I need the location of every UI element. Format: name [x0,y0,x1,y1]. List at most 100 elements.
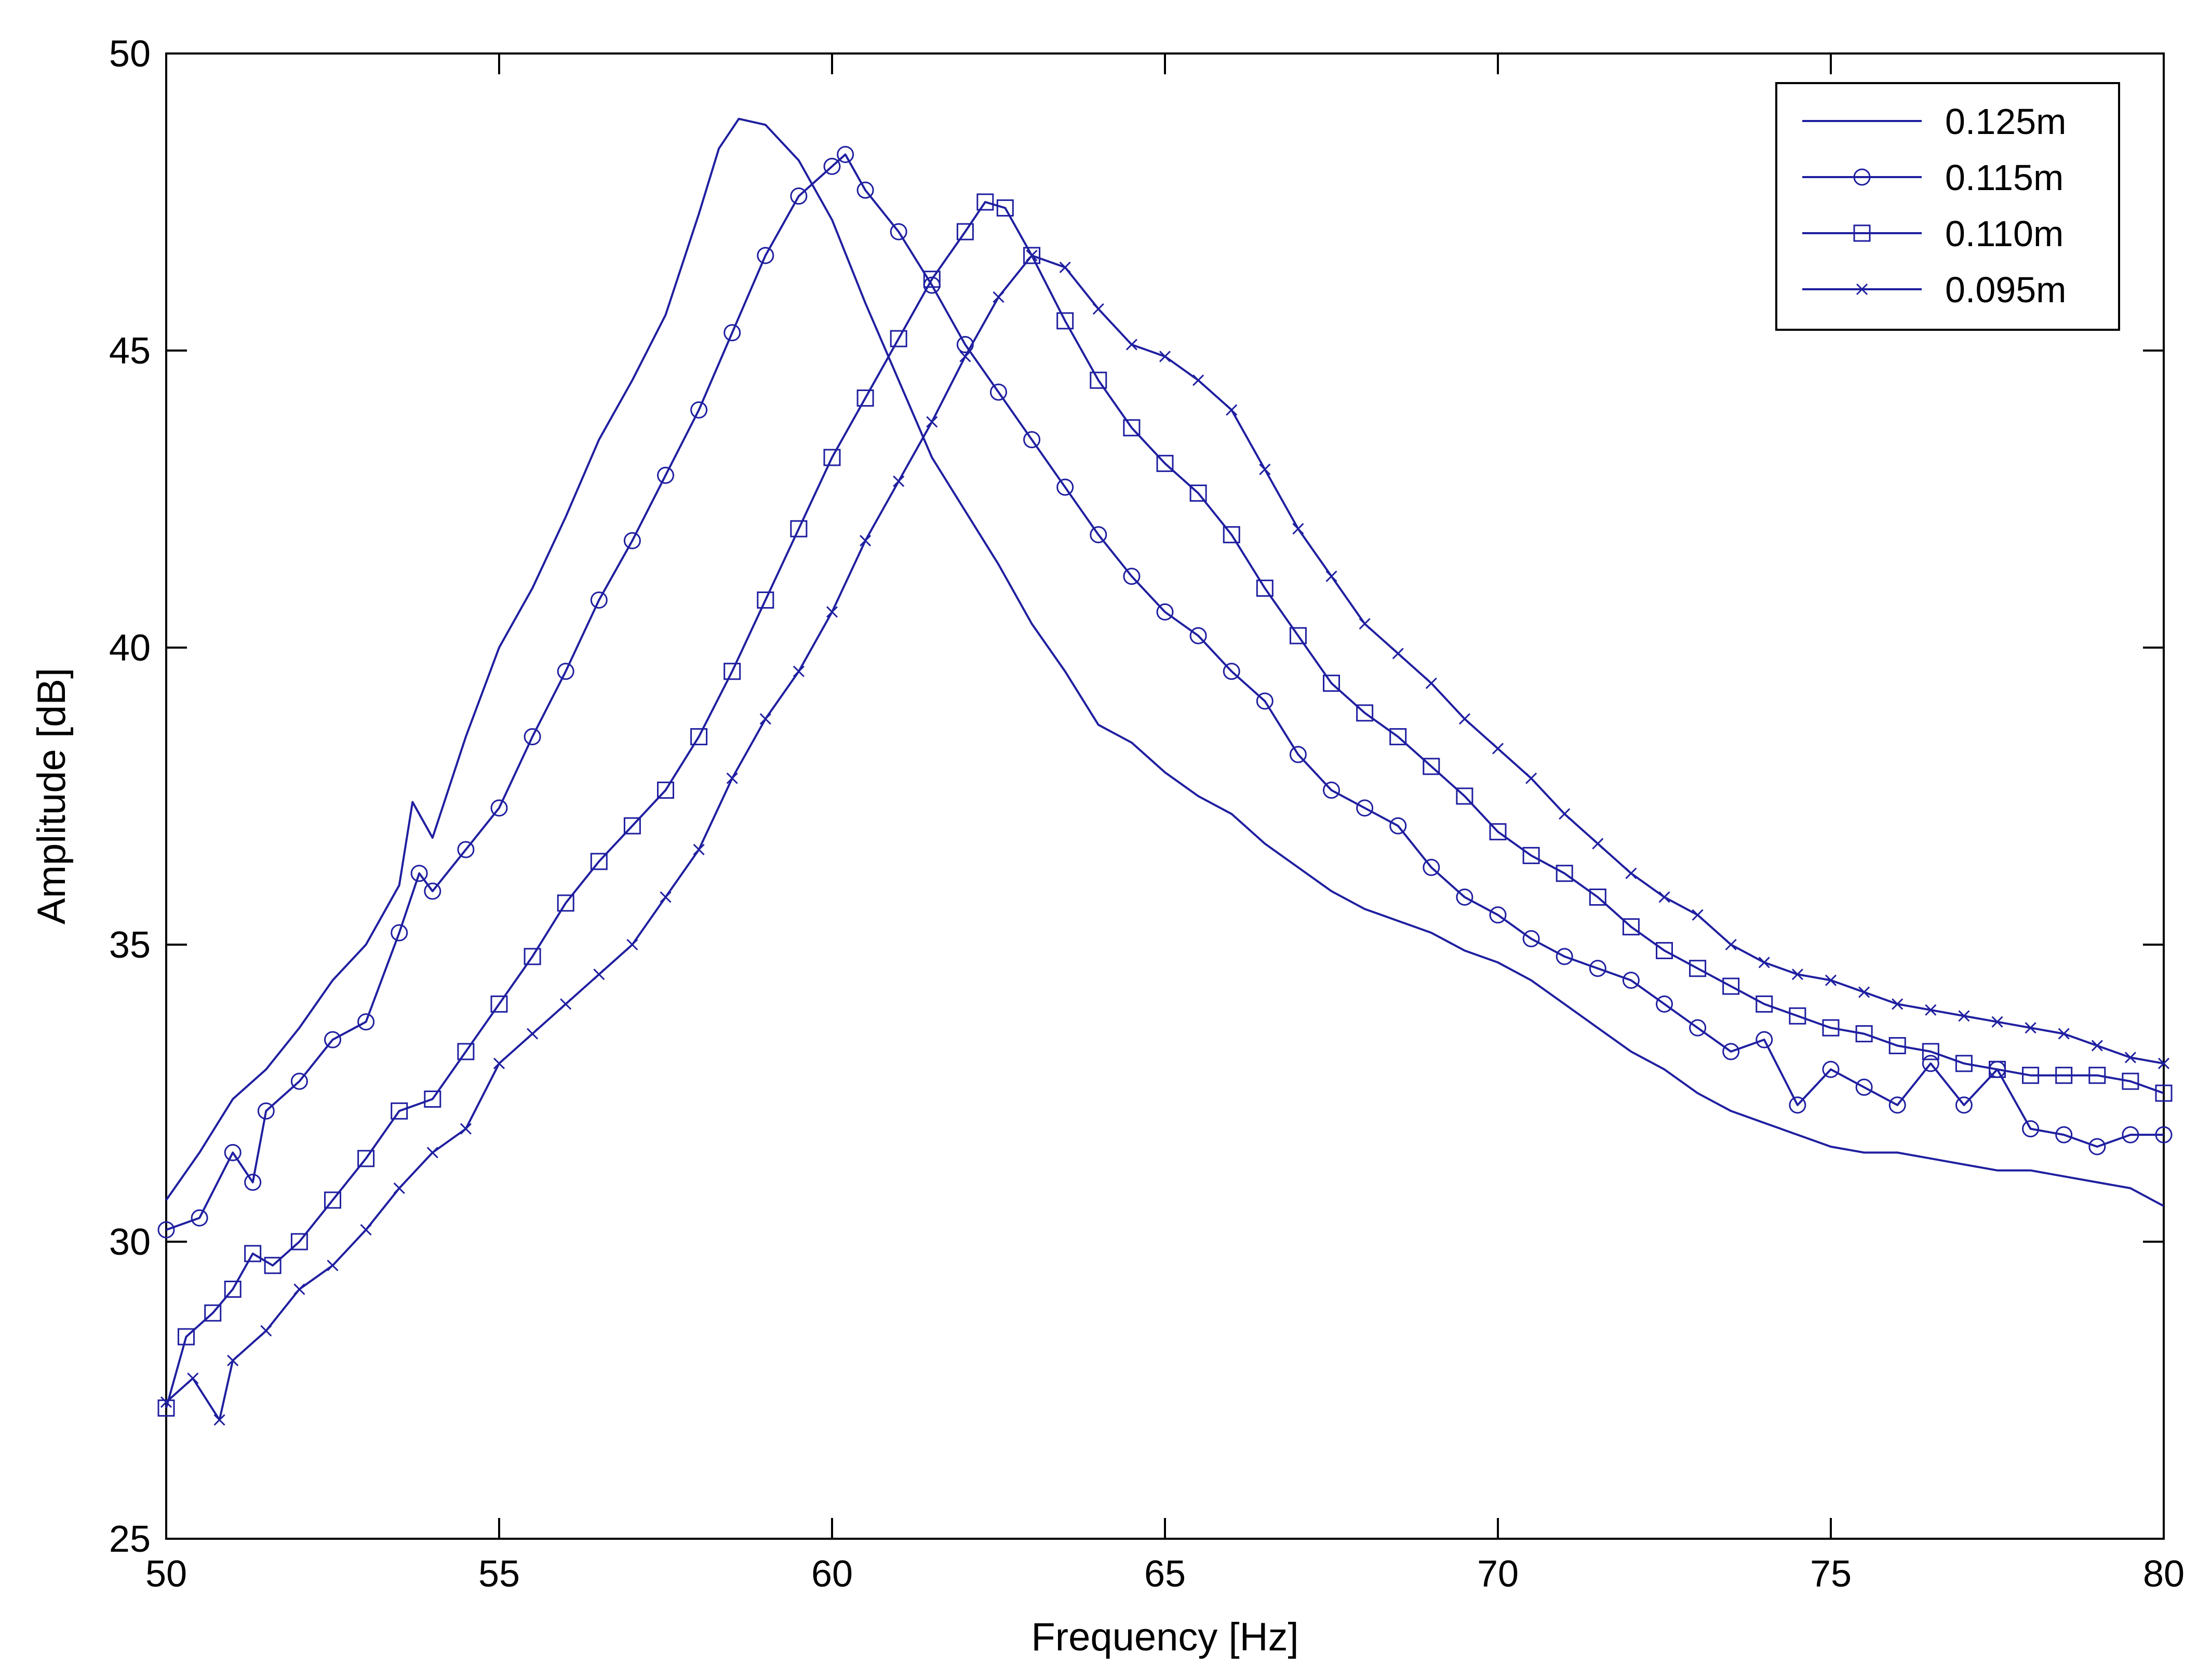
marker-circle-0.115m [1689,1019,1707,1037]
y-tick-label: 35 [109,924,151,966]
marker-x-0.095m [860,535,872,547]
marker-square-0.110m [1589,888,1606,906]
marker-x-0.095m [593,969,605,980]
marker-square-0.110m [1853,224,1871,242]
marker-circle-0.115m [1622,972,1640,989]
legend-label: 0.115m [1945,157,2063,198]
marker-x-0.095m [1092,303,1104,315]
marker-square-0.110m [2022,1067,2040,1084]
marker-circle-0.115m [1855,1079,1873,1096]
marker-x-0.095m [1658,891,1670,903]
marker-x-0.095m [1625,867,1637,879]
marker-x-0.095m [793,665,805,677]
series-0.125m [165,117,2164,1207]
marker-x-0.095m [1958,1010,1970,1022]
marker-circle-0.115m [290,1072,308,1090]
marker-x-0.095m [1492,743,1504,755]
marker-x-0.095m [160,1396,172,1408]
marker-square-0.110m [204,1304,222,1322]
marker-circle-0.115m [1556,948,1573,965]
marker-x-0.095m [1226,404,1238,416]
y-tick-label: 45 [109,330,151,372]
marker-square-0.110m [1423,758,1440,775]
marker-circle-0.115m [224,1144,242,1161]
marker-x-0.095m [926,416,938,428]
marker-square-0.110m [1689,960,1707,977]
marker-circle-0.115m [1822,1060,1840,1078]
x-tick-label: 65 [1144,1553,1186,1595]
marker-square-0.110m [2122,1072,2139,1090]
marker-circle-0.115m [391,924,408,942]
marker-circle-0.115m [623,532,641,549]
marker-circle-0.115m [1756,1031,1773,1049]
marker-circle-0.115m [757,247,774,264]
marker-square-0.110m [2155,1084,2173,1102]
marker-x-0.095m [560,998,572,1010]
marker-x-0.095m [726,772,738,784]
marker-x-0.095m [187,1373,199,1385]
marker-circle-0.115m [1223,663,1240,680]
marker-x-0.095m [360,1224,372,1236]
marker-circle-0.115m [590,591,608,609]
marker-x-0.095m [1458,713,1470,725]
legend-item-0.115m: 0.115m [1802,157,2063,198]
marker-square-0.110m [790,520,808,537]
marker-circle-0.115m [990,383,1007,401]
marker-x-0.095m [493,1057,505,1069]
marker-circle-0.115m [823,157,841,175]
marker-circle-0.115m [157,1221,175,1239]
marker-square-0.110m [1955,1055,1973,1072]
marker-x-0.095m [1059,261,1071,273]
marker-x-0.095m [2158,1057,2170,1069]
marker-x-0.095m [1892,998,1904,1010]
marker-circle-0.115m [1323,782,1340,799]
marker-circle-0.115m [524,728,541,746]
marker-x-0.095m [527,1028,539,1040]
marker-square-0.110m [757,591,774,609]
marker-circle-0.115m [856,181,874,199]
marker-circle-0.115m [1356,799,1374,817]
marker-circle-0.115m [1289,746,1307,763]
marker-x-0.095m [660,891,672,903]
marker-square-0.110m [657,782,674,799]
marker-square-0.110m [1189,485,1207,502]
marker-circle-0.115m [1888,1096,1906,1114]
marker-x-0.095m [1725,938,1737,951]
marker-square-0.110m [1223,526,1240,544]
marker-square-0.110m [976,193,994,211]
marker-square-0.110m [391,1102,408,1120]
marker-square-0.110m [1289,627,1307,644]
marker-square-0.110m [723,663,741,680]
marker-circle-0.115m [1123,568,1141,585]
marker-square-0.110m [1456,787,1473,805]
marker-x-0.095m [826,606,838,618]
marker-square-0.110m [1356,704,1374,722]
marker-square-0.110m [690,728,708,746]
marker-square-0.110m [1323,675,1340,692]
marker-x-0.095m [2091,1040,2103,1052]
marker-circle-0.115m [1456,888,1473,906]
marker-circle-0.115m [557,663,574,680]
marker-square-0.110m [224,1281,242,1298]
marker-circle-0.115m [191,1209,208,1227]
marker-circle-0.115m [244,1174,262,1191]
series-line-0.125m [165,117,2164,1207]
marker-circle-0.115m [424,882,441,900]
marker-square-0.110m [890,330,907,347]
marker-circle-0.115m [324,1031,341,1049]
marker-x-0.095m [293,1283,305,1295]
series-line-0.095m [165,254,2164,1421]
marker-x-0.095m [227,1354,239,1366]
marker-x-0.095m [1325,570,1337,582]
y-tick-label: 25 [109,1518,151,1560]
marker-square-0.110m [1123,419,1141,437]
marker-square-0.110m [2088,1067,2106,1084]
marker-square-0.110m [623,817,641,835]
marker-x-0.095m [1525,772,1537,784]
marker-square-0.110m [1256,580,1274,597]
marker-square-0.110m [1888,1037,1906,1054]
marker-square-0.110m [1855,1025,1873,1043]
marker-circle-0.115m [1522,930,1540,948]
marker-square-0.110m [264,1257,282,1274]
